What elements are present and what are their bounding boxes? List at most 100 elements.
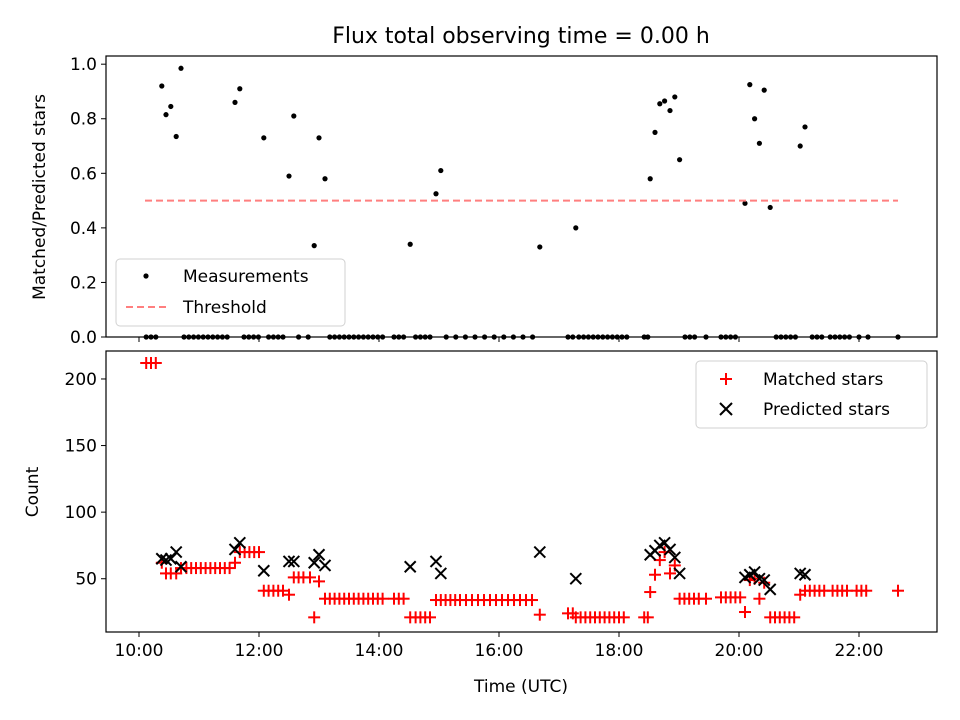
- predicted-stars-point: [403, 560, 417, 573]
- measurement-point: [311, 243, 317, 249]
- top-plot-panel: 0.0 0.2 0.4 0.6 0.8 1.0 Matched/Predicted sta…: [30, 55, 938, 348]
- x-tick-label: 12:00: [235, 641, 284, 661]
- matched-stars-point: [617, 611, 630, 624]
- matched-stars-point: [644, 586, 657, 599]
- top-y-ticks: 0.0 0.2 0.4 0.6 0.8 1.0: [70, 55, 106, 348]
- x-tick-label: 16:00: [475, 641, 524, 661]
- predicted-stars-point: [663, 543, 677, 556]
- matched-stars-point: [253, 546, 265, 559]
- measurement-point: [667, 107, 673, 114]
- x-tick-label: 10:00: [115, 641, 164, 661]
- x-tick-label: 14:00: [355, 641, 404, 661]
- predicted-stars-point: [429, 555, 443, 568]
- top-y-axis-label: Matched/Predicted stars: [30, 94, 50, 300]
- predicted-stars-point: [287, 555, 301, 568]
- predicted-stars-point: [763, 583, 777, 596]
- predicted-stars-point: [228, 543, 242, 556]
- matched-stars-point: [533, 608, 546, 621]
- predicted-stars-point: [798, 568, 812, 581]
- predicted-stars-point: [174, 560, 188, 573]
- y-tick-label: 0.8: [70, 110, 97, 130]
- y-tick-label: 1.0: [70, 55, 97, 75]
- measurement-point: [756, 140, 763, 146]
- predicted-stars-point: [307, 556, 321, 569]
- matched-stars-point: [313, 575, 325, 588]
- predicted-stars-point: [169, 545, 183, 559]
- y-tick-label: 0.6: [70, 164, 97, 184]
- bottom-x-ticks: 10:00 12:00 14:00 16:00 18:00 20:00 22:00: [115, 632, 884, 661]
- x-axis-label: Time (UTC): [473, 677, 568, 697]
- matched-stars-point: [223, 562, 236, 575]
- x-tick-label: 18:00: [595, 641, 644, 661]
- predicted-stars-point: [312, 548, 326, 561]
- matched-stars-point: [526, 594, 538, 607]
- matched-stars-point: [700, 592, 712, 605]
- predicted-stars-point: [569, 572, 583, 585]
- legend-label-matched-stars: Matched stars: [763, 370, 883, 390]
- measurement-point: [286, 173, 292, 179]
- measurement-point: [438, 167, 444, 174]
- legend-label-measurements: Measurements: [183, 267, 309, 287]
- bottom-y-ticks: 50 100 150 200: [65, 370, 106, 590]
- measurement-point: [537, 244, 543, 250]
- y-tick-label: 0.2: [70, 273, 97, 293]
- matched-stars-point: [376, 592, 389, 605]
- matched-stars-point: [788, 611, 801, 624]
- top-legend: Measurements Threshold: [115, 258, 346, 327]
- bottom-y-axis-label: Count: [23, 466, 43, 517]
- matched-stars-point: [283, 588, 295, 601]
- matched-stars-point: [149, 356, 162, 369]
- matched-stars-point: [739, 606, 751, 619]
- measurement-point: [291, 113, 297, 119]
- legend-label-predicted-stars: Predicted stars: [763, 400, 890, 420]
- y-tick-label: 100: [65, 503, 97, 523]
- predicted-stars-point: [155, 552, 169, 565]
- measurement-point: [573, 225, 579, 231]
- measurement-point: [168, 103, 174, 110]
- legend-marker-predicted-stars: [719, 402, 733, 416]
- predicted-stars-point: [282, 555, 296, 568]
- measurement-point: [662, 98, 668, 104]
- predicted-stars-point: [257, 564, 271, 577]
- y-tick-label: 0.4: [70, 219, 97, 239]
- bottom-plot-frame: [105, 350, 938, 633]
- chart-title: Flux total observing time = 0.00 h: [332, 24, 710, 49]
- measurement-point: [747, 82, 753, 88]
- matched-stars-point: [664, 567, 676, 580]
- measurement-point: [237, 86, 243, 92]
- matched-stars-point: [229, 556, 241, 569]
- predicted-stars-point: [668, 551, 682, 564]
- matched-stars-point: [753, 592, 766, 605]
- measurement-point: [322, 176, 328, 182]
- measurement-point: [232, 99, 238, 105]
- legend-marker-measurements: [143, 273, 149, 279]
- measurement-point: [672, 94, 678, 100]
- bottom-plot-panel: 10:00 12:00 14:00 16:00 18:00 20:00 22:00 50 10…: [23, 350, 938, 697]
- predicted-stars-point: [318, 559, 332, 572]
- measurement-point: [657, 101, 663, 107]
- matched-stars-point: [860, 584, 873, 597]
- matched-stars-point: [641, 611, 654, 624]
- legend-label-threshold: Threshold: [182, 298, 267, 318]
- matched-stars-point: [397, 592, 410, 605]
- measurement-point: [677, 157, 683, 163]
- matched-stars-point: [892, 584, 904, 597]
- measurement-point: [797, 143, 803, 149]
- measurement-point: [752, 116, 758, 122]
- bottom-legend-box: [695, 360, 928, 429]
- predicted-stars-point: [434, 567, 448, 580]
- matched-stars-point: [649, 568, 661, 581]
- predicted-stars-point: [533, 545, 547, 559]
- measurement-point: [761, 87, 767, 93]
- matched-stars-point: [308, 611, 321, 624]
- predicted-stars-point: [748, 565, 761, 579]
- measurement-point: [407, 241, 413, 247]
- y-tick-label: 50: [75, 570, 97, 590]
- matched-stars-point: [424, 611, 436, 624]
- measurement-point: [802, 124, 808, 130]
- measurement-point: [316, 135, 322, 141]
- top-x-ticks: [138, 337, 860, 342]
- measurement-point: [173, 133, 179, 140]
